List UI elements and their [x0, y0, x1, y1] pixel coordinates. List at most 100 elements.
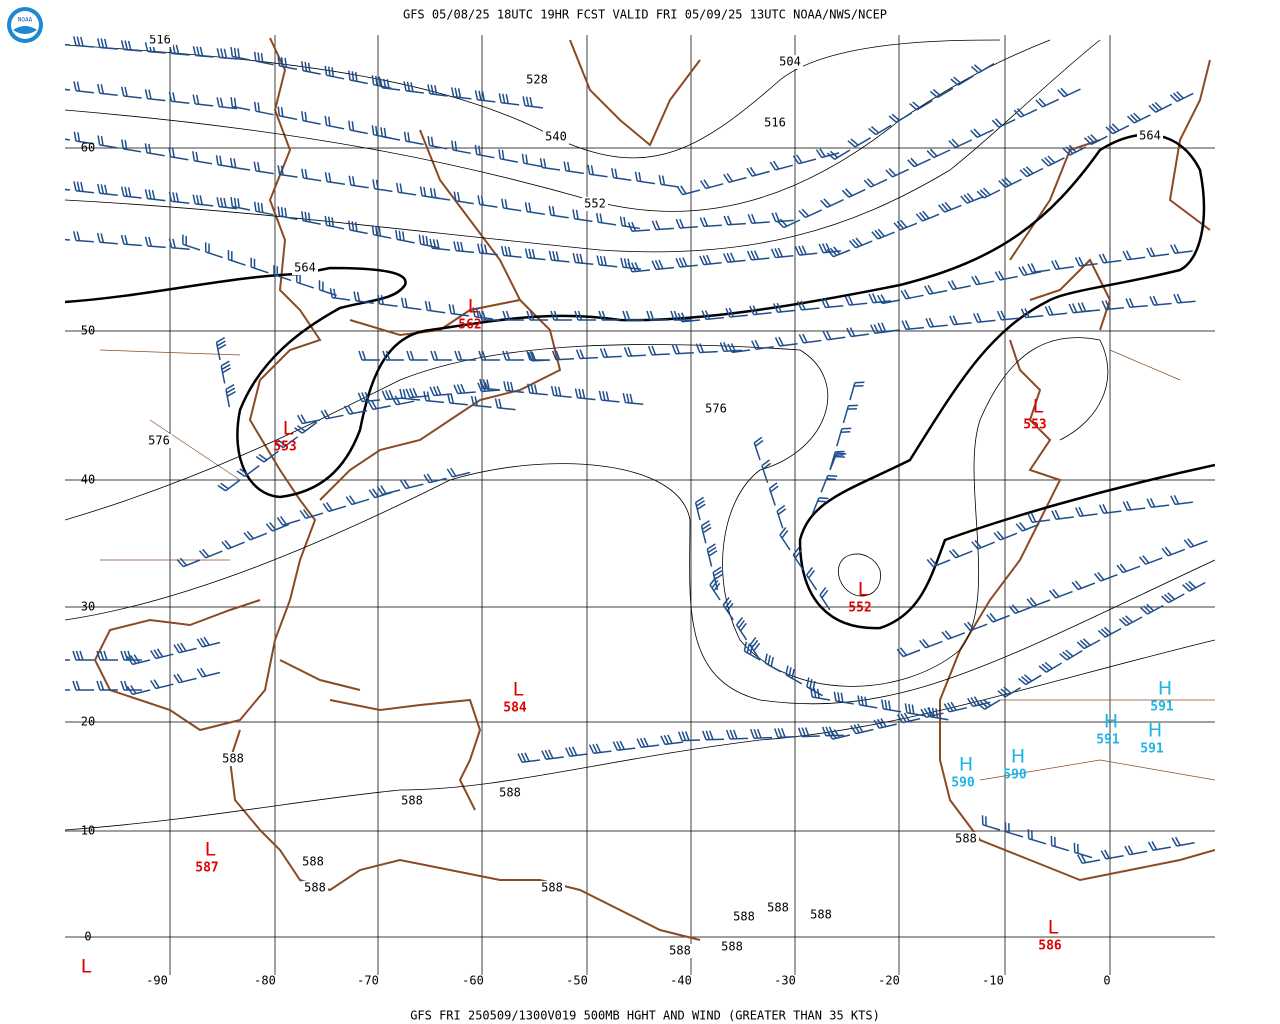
wind-barb	[120, 40, 142, 52]
wind-barb	[227, 250, 246, 266]
wind-barb	[1013, 108, 1038, 118]
wind-barb	[948, 138, 973, 149]
wind-barb	[820, 474, 838, 493]
wind-barb	[1026, 597, 1051, 608]
wind-barb	[623, 346, 646, 357]
label-bg	[292, 261, 318, 275]
wind-barb	[276, 515, 301, 526]
center-symbol: H	[1104, 711, 1118, 733]
wind-barb	[833, 691, 854, 705]
wind-barb	[881, 699, 902, 713]
wind-barb	[699, 179, 724, 190]
wind-barb	[792, 154, 817, 165]
wind-barb	[773, 302, 796, 313]
wind-barb	[348, 70, 368, 85]
label-bg	[765, 901, 791, 915]
wind-barb	[1122, 250, 1146, 261]
logo-text: NOAA	[18, 17, 33, 24]
wind-barb	[919, 638, 943, 649]
wind-barb	[524, 248, 546, 261]
wind-barb	[677, 731, 701, 742]
wind-barb	[819, 586, 831, 611]
wind-barb	[701, 310, 724, 321]
wind-barb	[324, 172, 346, 185]
wind-barb	[1138, 555, 1163, 565]
wind-barb	[353, 291, 374, 304]
wind-barb	[65, 689, 70, 691]
wind-barb	[1071, 580, 1096, 591]
lon-label: -10	[982, 974, 1004, 988]
wind-barb	[836, 427, 852, 447]
wind-barb	[344, 404, 368, 415]
wind-barb	[470, 395, 492, 408]
wind-barb	[826, 246, 851, 258]
wind-barb	[675, 218, 698, 229]
label-bg	[808, 908, 834, 922]
wind-barb	[647, 345, 670, 356]
wind-barb	[173, 673, 197, 684]
wind-barb	[1116, 563, 1141, 574]
wind-barb	[575, 349, 598, 360]
label-bg	[703, 402, 729, 416]
wind-barb	[427, 84, 448, 97]
wind-barb	[651, 259, 674, 271]
wind-barb	[550, 385, 572, 398]
contour-label: 588	[304, 881, 326, 895]
wind-barb	[502, 350, 524, 361]
lon-label: -30	[774, 974, 796, 988]
wind-barb	[500, 245, 522, 258]
wind-barb	[451, 140, 471, 155]
wind-barb	[371, 225, 392, 239]
wind-barb	[735, 617, 748, 641]
contour-label: 588	[929, 980, 951, 994]
wind-barb	[776, 218, 801, 229]
wind-barb	[675, 257, 698, 268]
wind-barb	[947, 280, 971, 291]
wind-barb	[677, 312, 701, 323]
wind-barb	[1004, 822, 1024, 838]
wind-barb	[794, 245, 818, 256]
wind-barb	[498, 93, 520, 106]
wind-barb	[719, 342, 742, 353]
center-symbol: H	[1148, 720, 1162, 742]
wind-barb	[960, 192, 984, 204]
wind-barb	[65, 138, 71, 141]
center-value: 586	[71, 978, 95, 993]
wind-barb	[494, 398, 516, 411]
wind-barb	[904, 703, 925, 717]
center-value: 553	[273, 440, 296, 455]
wind-barb	[498, 149, 519, 163]
lat-label: 50	[81, 324, 95, 338]
wind-barb	[144, 42, 166, 54]
wind-barb	[274, 436, 299, 449]
wind-barb	[768, 482, 779, 506]
wind-barb	[779, 527, 791, 551]
lat-label: 40	[81, 473, 95, 487]
wind-barb	[348, 175, 369, 189]
wind-barb	[478, 350, 500, 361]
wind-barb	[712, 566, 724, 591]
wind-barb	[773, 728, 796, 739]
wind-barb	[253, 161, 274, 175]
contour-label: 588	[733, 910, 755, 924]
wind-barb	[196, 667, 221, 678]
wind-barb	[430, 350, 452, 361]
wind-barb	[277, 106, 298, 121]
wind-barb	[1098, 253, 1122, 264]
wind-barb	[447, 393, 468, 406]
wind-barb	[991, 118, 1016, 128]
wind-barb	[403, 131, 424, 146]
wind-barb	[976, 698, 1001, 710]
wind-barb	[943, 701, 968, 713]
lon-label: -40	[670, 974, 692, 988]
wind-barb	[277, 56, 298, 71]
contour-label: 552	[584, 197, 606, 211]
wind-barb	[970, 62, 995, 74]
wind-barb	[503, 381, 524, 394]
wind-barb	[1148, 101, 1173, 113]
wind-barb	[792, 547, 804, 571]
wind-barb	[970, 128, 994, 138]
wind-barbs	[65, 36, 1208, 864]
